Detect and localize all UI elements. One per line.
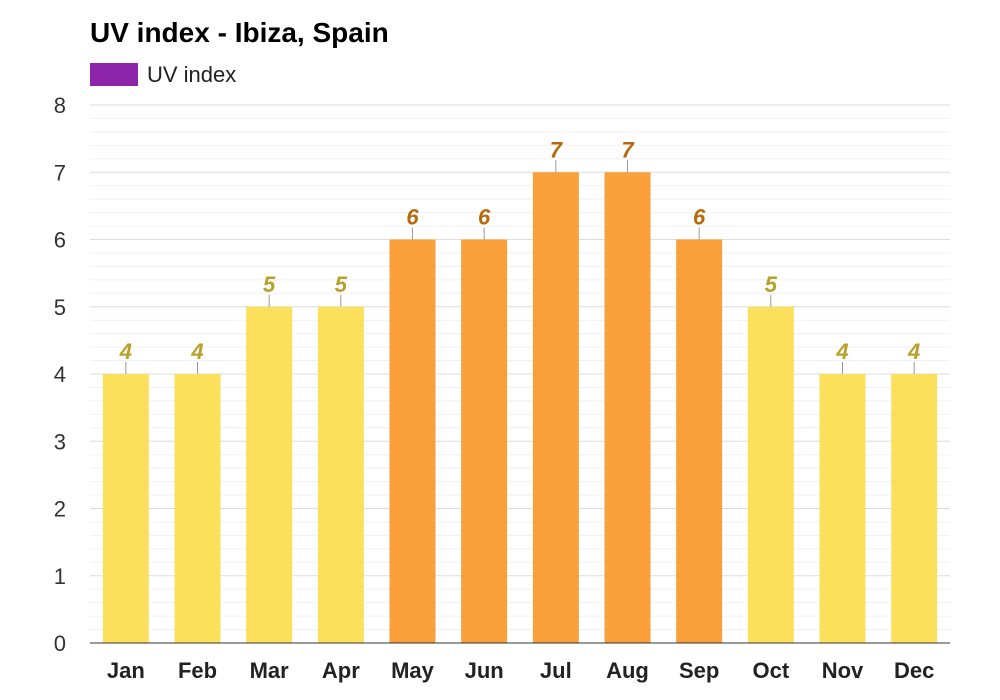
data-label: 7: [621, 137, 635, 162]
x-tick-label: Feb: [178, 658, 217, 683]
y-tick-label: 0: [54, 631, 66, 656]
data-labels: 4 4 5 5 6 6 7 7 6 5 4 4: [119, 137, 920, 374]
x-tick-label: Jun: [465, 658, 504, 683]
legend-label: UV index: [147, 62, 236, 87]
data-label: 6: [478, 205, 491, 230]
x-tick-label: May: [391, 658, 435, 683]
data-label: 6: [406, 205, 419, 230]
y-tick-label: 8: [54, 93, 66, 118]
bar-sep: [676, 239, 723, 643]
legend: UV index: [90, 62, 236, 87]
y-tick-label: 7: [54, 160, 66, 185]
x-tick-label: Sep: [679, 658, 719, 683]
data-label: 4: [907, 339, 920, 364]
x-tick-label: Nov: [822, 658, 864, 683]
x-tick-label: Jan: [107, 658, 145, 683]
bar-aug: [604, 172, 651, 643]
bar-may: [389, 239, 436, 643]
bar-apr: [317, 306, 364, 643]
bars: [102, 172, 938, 643]
bar-jun: [461, 239, 508, 643]
chart-title: UV index - Ibiza, Spain: [90, 17, 389, 48]
x-tick-label: Mar: [250, 658, 290, 683]
x-tick-label: Apr: [322, 658, 360, 683]
bar-oct: [747, 306, 794, 643]
data-label: 4: [119, 339, 132, 364]
x-axis-ticks: Jan Feb Mar Apr May Jun Jul Aug Sep Oct Nov Dec: [107, 658, 934, 683]
y-tick-label: 2: [54, 497, 66, 522]
bar-dec: [891, 374, 938, 643]
y-tick-label: 3: [54, 429, 66, 454]
bar-jan: [102, 374, 149, 643]
y-tick-label: 4: [54, 362, 66, 387]
data-label: 7: [550, 137, 564, 162]
y-tick-label: 6: [54, 228, 66, 253]
x-tick-label: Oct: [752, 658, 789, 683]
bar-jul: [532, 172, 579, 643]
bar-nov: [819, 374, 866, 643]
y-tick-label: 1: [54, 564, 66, 589]
legend-swatch: [90, 63, 138, 86]
data-label: 5: [263, 272, 276, 297]
y-axis-ticks: 0 1 2 3 4 5 6 7 8: [54, 93, 66, 656]
data-label: 5: [335, 272, 348, 297]
data-label: 6: [693, 205, 706, 230]
x-tick-label: Aug: [606, 658, 649, 683]
gridlines: [90, 104, 950, 631]
data-label: 5: [765, 272, 778, 297]
data-label: 4: [190, 339, 203, 364]
bar-feb: [174, 374, 221, 643]
x-tick-label: Jul: [540, 658, 572, 683]
x-tick-label: Dec: [894, 658, 934, 683]
bar-mar: [246, 306, 293, 643]
y-tick-label: 5: [54, 295, 66, 320]
data-label: 4: [835, 339, 848, 364]
